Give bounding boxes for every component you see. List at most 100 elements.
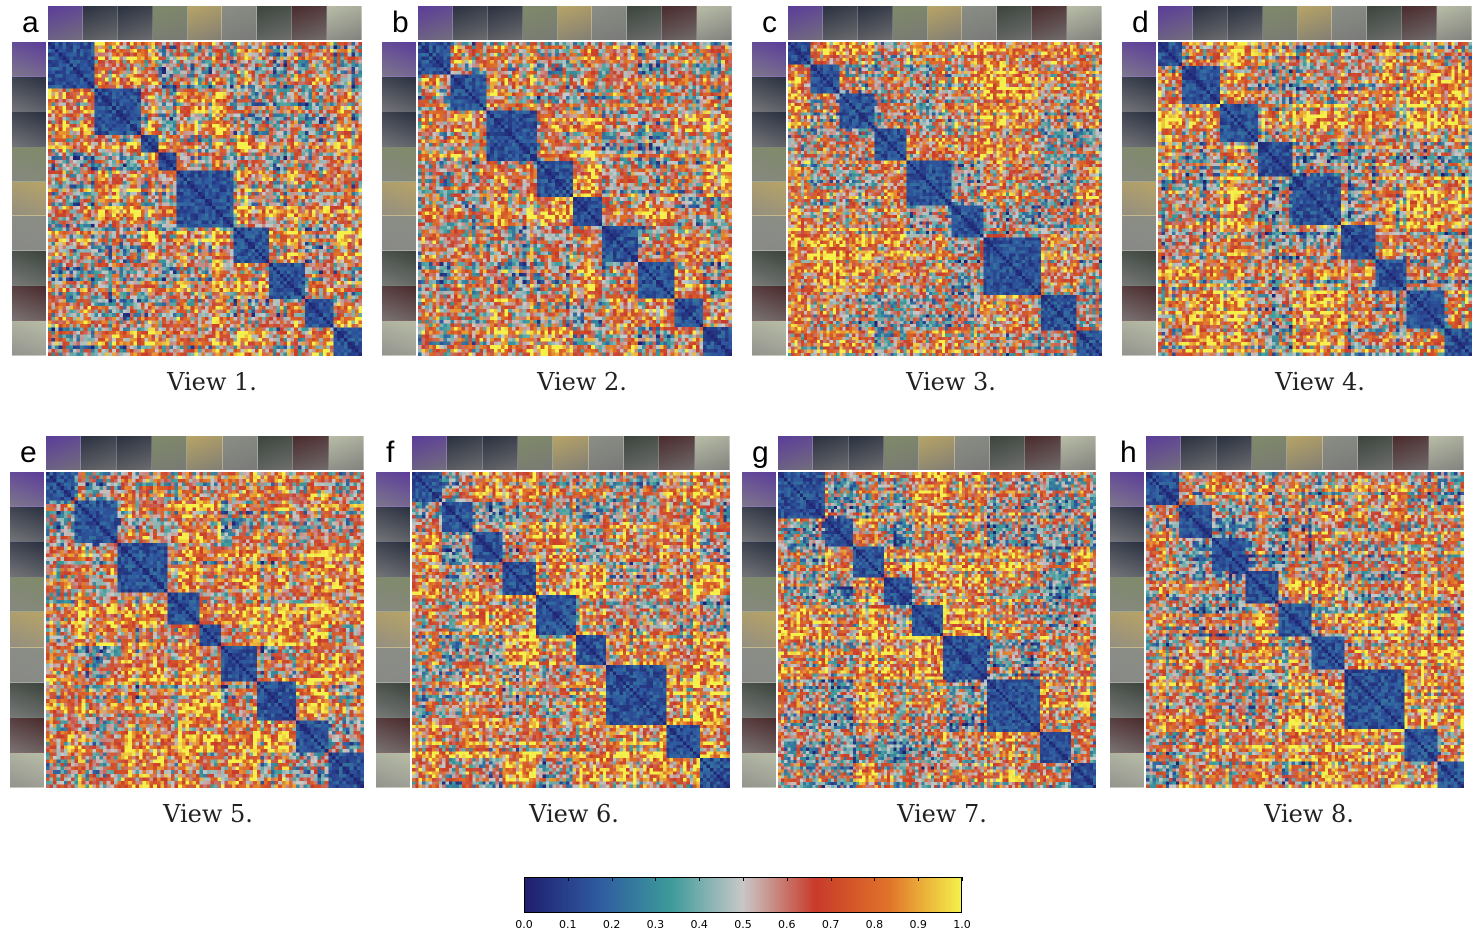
thumbnail-face <box>742 612 776 648</box>
heatmap-matrix <box>412 472 730 788</box>
thumbnail-car <box>1110 507 1144 543</box>
colorbar-tick-label: 0.1 <box>559 918 577 931</box>
thumbnail-toaster <box>694 436 730 470</box>
thumbnail-row <box>418 6 733 40</box>
thumbnail-iron <box>376 647 410 683</box>
thumbnail-shoe <box>382 286 416 322</box>
thumbnail-column <box>12 42 46 357</box>
thumbnail-car <box>813 436 849 470</box>
panel-caption: View 4. <box>1275 368 1365 396</box>
thumbnail-iron <box>954 436 990 470</box>
thumbnail-car <box>376 507 410 543</box>
thumbnail-car <box>1216 436 1252 470</box>
thumbnail-mouse <box>623 436 660 470</box>
panel-letter: c <box>762 6 777 39</box>
thumbnail-bicycle <box>376 577 410 613</box>
thumbnail-bicycle <box>152 6 188 40</box>
colorbar-tick-mark <box>611 877 613 881</box>
heatmap-matrix <box>48 42 362 356</box>
thumbnail-car <box>1181 436 1217 470</box>
thumbnail-car <box>12 76 46 112</box>
thumbnail-stapler <box>752 42 786 77</box>
thumbnail-car <box>1122 111 1156 147</box>
thumbnail-mouse <box>382 251 416 287</box>
thumbnail-bicycle <box>752 146 786 182</box>
thumbnail-stapler <box>12 42 46 77</box>
thumbnail-column <box>382 42 416 357</box>
colorbar-tick-label: 0.6 <box>778 918 796 931</box>
thumbnail-mouse <box>257 436 294 470</box>
thumbnail-toaster <box>752 321 786 357</box>
thumbnail-toaster <box>1067 6 1103 40</box>
colorbar-tick-label: 0.7 <box>821 918 840 931</box>
thumbnail-bicycle <box>12 146 46 182</box>
thumbnail-mouse <box>627 6 663 40</box>
thumbnail-row <box>412 436 730 470</box>
thumbnail-face <box>1287 436 1323 470</box>
thumbnail-bicycle <box>1110 577 1144 613</box>
thumbnail-face <box>752 181 786 217</box>
thumbnail-iron <box>222 436 258 470</box>
thumbnail-toaster <box>12 321 46 357</box>
thumbnail-row <box>48 6 363 40</box>
thumbnail-car <box>116 436 152 470</box>
colorbar-tick-label: 0.0 <box>515 918 533 931</box>
thumbnail-toaster <box>382 321 416 357</box>
colorbar-tick-label: 0.2 <box>602 918 621 931</box>
thumbnail-car <box>12 111 46 147</box>
thumbnail-face <box>10 612 44 648</box>
colorbar-gradient <box>524 877 962 913</box>
panel-letter: g <box>752 436 769 469</box>
thumbnail-car <box>742 507 776 543</box>
panel-caption: View 1. <box>167 368 257 396</box>
panel-caption: View 7. <box>897 800 987 828</box>
thumbnail-car <box>1227 6 1263 40</box>
thumbnail-car <box>82 6 118 40</box>
thumbnail-car <box>447 436 483 470</box>
thumbnail-stapler <box>1110 472 1144 508</box>
colorbar-tick-mark <box>918 877 920 881</box>
thumbnail-stapler <box>412 436 448 470</box>
thumbnail-toaster <box>10 752 44 788</box>
panel-letter: a <box>22 6 39 39</box>
thumbnail-shoe <box>292 6 328 40</box>
thumbnail-face <box>1110 612 1144 648</box>
thumbnail-mouse <box>12 251 46 287</box>
thumbnail-face <box>187 6 223 40</box>
thumbnail-stapler <box>1146 436 1182 470</box>
colorbar-tick-mark <box>743 877 744 881</box>
thumbnail-stapler <box>742 472 776 508</box>
thumbnail-mouse <box>1110 682 1144 718</box>
thumbnail-face <box>12 181 46 217</box>
thumbnail-column <box>1122 42 1156 357</box>
thumbnail-stapler <box>778 436 814 470</box>
thumbnail-mouse <box>376 682 410 718</box>
panel-letter: b <box>392 6 409 39</box>
thumbnail-shoe <box>10 717 44 753</box>
colorbar-tick-mark <box>874 877 876 881</box>
thumbnail-bicycle <box>10 577 44 613</box>
thumbnail-shoe <box>659 436 695 470</box>
thumbnail-car <box>376 542 410 578</box>
thumbnail-toaster <box>1428 436 1464 470</box>
thumbnail-iron <box>588 436 624 470</box>
thumbnail-face <box>382 181 416 217</box>
thumbnail-shoe <box>1110 717 1144 753</box>
thumbnail-iron <box>12 216 46 252</box>
thumbnail-toaster <box>742 752 776 788</box>
panel-caption: View 5. <box>163 800 253 828</box>
thumbnail-bicycle <box>382 146 416 182</box>
thumbnail-face <box>553 436 589 470</box>
thumbnail-toaster <box>1060 436 1096 470</box>
thumbnail-bicycle <box>517 436 554 470</box>
thumbnail-iron <box>1110 647 1144 683</box>
heatmap-matrix <box>418 42 732 356</box>
thumbnail-car <box>452 6 488 40</box>
thumbnail-toaster <box>1122 321 1156 357</box>
thumbnail-face <box>927 6 963 40</box>
panel-letter: e <box>20 436 37 469</box>
thumbnail-mouse <box>752 251 786 287</box>
colorbar-tick-mark <box>786 877 788 881</box>
thumbnail-row <box>788 6 1103 40</box>
thumbnail-shoe <box>376 717 410 753</box>
